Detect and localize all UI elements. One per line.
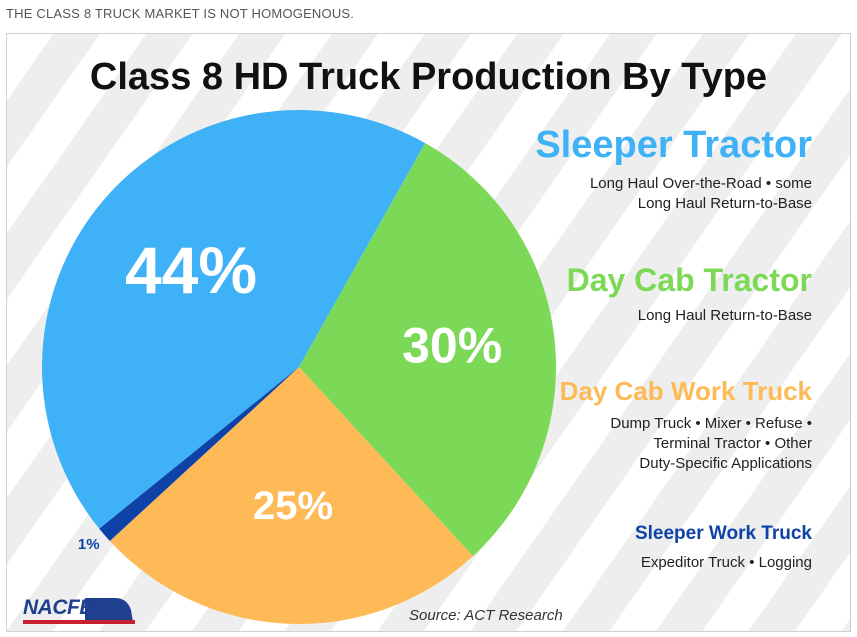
desc-line: Dump Truck • Mixer • Refuse • xyxy=(610,415,812,432)
infographic-card: Class 8 HD Truck Production By Type 44% 3… xyxy=(6,33,851,632)
page-caption: THE CLASS 8 TRUCK MARKET IS NOT HOMOGENO… xyxy=(6,6,355,21)
pie-slice-sleeper-work-truck xyxy=(99,367,299,541)
pie-label-day-cab-work-truck: 25% xyxy=(253,484,333,528)
desc-line: Duty-Specific Applications xyxy=(639,455,812,472)
truck-logo-icon xyxy=(23,598,135,624)
legend-sleeper-tractor: Sleeper Tractor Long Haul Over-the-Road … xyxy=(535,126,812,214)
desc-line: Long Haul Return-to-Base xyxy=(637,307,812,324)
legend-desc-sleeper-tractor: Long Haul Over-the-Road • some Long Haul… xyxy=(535,174,812,214)
chart-title: Class 8 HD Truck Production By Type xyxy=(89,56,768,98)
legend-day-cab-tractor: Day Cab Tractor Long Haul Return-to-Base xyxy=(567,264,812,326)
pie-slice-sleeper-tractor xyxy=(42,110,426,529)
pie-slice-day-cab-tractor xyxy=(299,143,556,557)
logo-text: NACFE xyxy=(23,596,93,619)
legend-day-cab-work-truck: Day Cab Work Truck Dump Truck • Mixer • … xyxy=(560,378,812,474)
legend-sleeper-work-truck: Sleeper Work Truck Expeditor Truck • Log… xyxy=(635,524,812,573)
legend-desc-day-cab-tractor: Long Haul Return-to-Base xyxy=(567,306,812,326)
desc-line: Long Haul Return-to-Base xyxy=(637,195,812,212)
legend-name-day-cab-work-truck: Day Cab Work Truck xyxy=(559,376,812,406)
legend-name-sleeper-work-truck: Sleeper Work Truck xyxy=(634,523,812,544)
source-note: Source: ACT Research xyxy=(409,607,563,624)
legend-name-day-cab-tractor: Day Cab Tractor xyxy=(566,262,812,298)
legend-desc-day-cab-work-truck: Dump Truck • Mixer • Refuse • Terminal T… xyxy=(560,414,812,474)
desc-line: Expeditor Truck • Logging xyxy=(640,554,812,571)
legend-desc-sleeper-work-truck: Expeditor Truck • Logging xyxy=(635,553,812,573)
pie-label-day-cab-tractor: 30% xyxy=(402,317,502,373)
nacfe-logo: NACFE xyxy=(23,592,135,631)
pie-label-sleeper-work-truck: 1% xyxy=(78,536,100,553)
pie-slice-day-cab-work-truck xyxy=(109,367,473,624)
desc-line: Long Haul Over-the-Road • some xyxy=(589,175,812,192)
pie-chart: 44% 30% 25% 1% xyxy=(42,110,556,624)
desc-line: Terminal Tractor • Other xyxy=(653,435,812,452)
pie-label-sleeper-tractor: 44% xyxy=(125,233,257,307)
legend-name-sleeper-tractor: Sleeper Tractor xyxy=(535,124,812,166)
